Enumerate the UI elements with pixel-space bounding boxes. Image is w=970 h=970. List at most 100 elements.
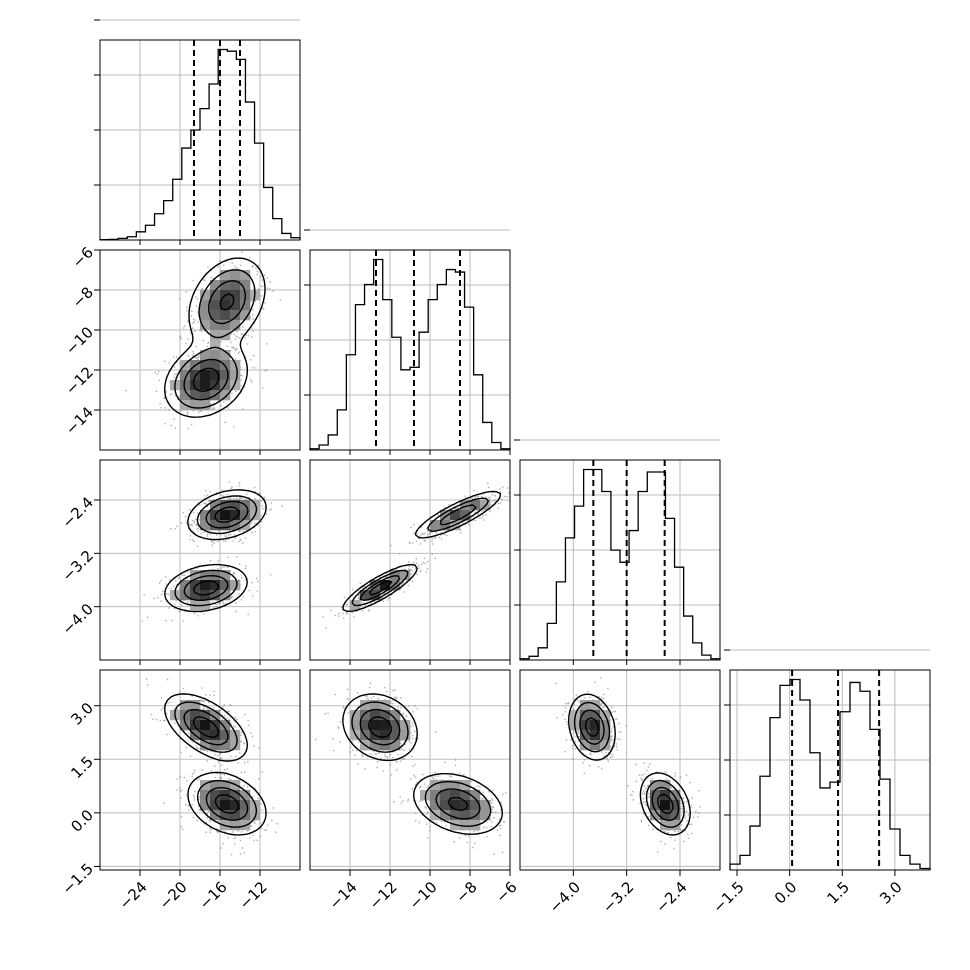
density-cell [450, 810, 461, 821]
density-contour [585, 717, 674, 814]
panel-frame [309, 669, 511, 871]
density-cell [200, 350, 211, 361]
density-cell [210, 300, 221, 311]
density-cell [200, 360, 211, 371]
density-cell [600, 740, 611, 751]
density-cell [450, 800, 461, 811]
density-contour [342, 490, 502, 612]
density-cell [390, 740, 401, 751]
density-cell [350, 710, 361, 721]
density-cell [210, 790, 221, 801]
density-cell [460, 820, 471, 831]
density-contour [183, 280, 246, 401]
density-cell [580, 710, 591, 721]
density-cell [670, 790, 681, 801]
density-cell [470, 790, 481, 801]
density-cell [460, 790, 471, 801]
density-cell [200, 310, 211, 321]
x-tick-label: 0.0 [771, 878, 801, 908]
density-cell [370, 710, 381, 721]
density-cell [650, 790, 661, 801]
x-tick-label: −20 [156, 878, 191, 913]
density-cell [210, 570, 221, 581]
density-cell [390, 710, 401, 721]
density-cell [400, 730, 411, 741]
density-cell [210, 320, 221, 331]
density-cell [220, 370, 231, 381]
density-cell [350, 720, 361, 731]
density-cell [200, 710, 211, 721]
x-tick-label: −4.0 [546, 878, 584, 916]
panel-content [310, 670, 510, 870]
density-cell [230, 500, 241, 511]
density-cell [650, 810, 661, 821]
density-cell [230, 800, 241, 811]
density-cell [180, 370, 191, 381]
density-contour [193, 506, 240, 596]
density-cell [230, 290, 241, 301]
density-cell [230, 740, 241, 751]
x-tick-label: −1.5 [709, 878, 747, 916]
x-tick-label: −2.4 [652, 878, 690, 916]
scatter-panel-2-1 [309, 459, 511, 661]
histogram-step-line [519, 468, 721, 660]
y-tick-label: −14 [62, 403, 97, 438]
density-cell [230, 510, 241, 521]
density-cell [220, 590, 231, 601]
density-cell [200, 570, 211, 581]
y-tick-label: 0.0 [67, 806, 97, 836]
density-cell [650, 780, 661, 791]
density-cell [240, 280, 251, 291]
x-tick-label: −10 [406, 878, 441, 913]
y-tick-label: −10 [62, 323, 97, 358]
density-cell [380, 730, 391, 741]
x-tick-label: 3.0 [876, 878, 906, 908]
density-cell [470, 800, 481, 811]
density-cell [230, 380, 241, 391]
scatter-panel-3-1 [309, 669, 511, 871]
y-tick-label: −8 [69, 283, 97, 311]
density-cell [230, 580, 241, 591]
density-cell [240, 790, 251, 801]
density-cell [360, 590, 371, 601]
histogram-step-line [309, 258, 511, 450]
density-cell [190, 370, 201, 381]
density-cell [210, 370, 221, 381]
density-cell [670, 820, 681, 831]
y-tick-label: −6 [69, 243, 97, 271]
density-cell [230, 790, 241, 801]
density-cell [590, 720, 601, 731]
density-cell [370, 580, 381, 591]
density-cell [430, 800, 441, 811]
density-cell [660, 800, 671, 811]
density-cell [460, 800, 471, 811]
density-cell [220, 580, 231, 591]
density-cell [200, 400, 211, 411]
density-contour [368, 716, 469, 811]
x-tick-label: 1.5 [823, 878, 853, 908]
density-cell [230, 270, 241, 281]
scatter-points [315, 682, 510, 855]
density-cell [190, 400, 201, 411]
histogram-step-line [729, 678, 931, 870]
x-tick-label: −16 [196, 878, 231, 913]
y-tick-label: −1.5 [59, 860, 97, 898]
density-cell [360, 700, 371, 711]
density-cell [190, 580, 201, 591]
scatter-points [125, 251, 282, 430]
density-cell [220, 520, 231, 531]
density-cell [460, 810, 471, 821]
density-cell [360, 720, 371, 731]
density-cell [210, 810, 221, 821]
density-cell [440, 800, 451, 811]
density-cell [230, 310, 241, 321]
density-cell [200, 580, 211, 591]
density-cell [450, 790, 461, 801]
density-cell [230, 320, 241, 331]
density-cell [200, 380, 211, 391]
density-cell [200, 370, 211, 381]
density-cell [210, 280, 221, 291]
panel-frame [99, 249, 301, 451]
panel-frame [519, 669, 721, 871]
